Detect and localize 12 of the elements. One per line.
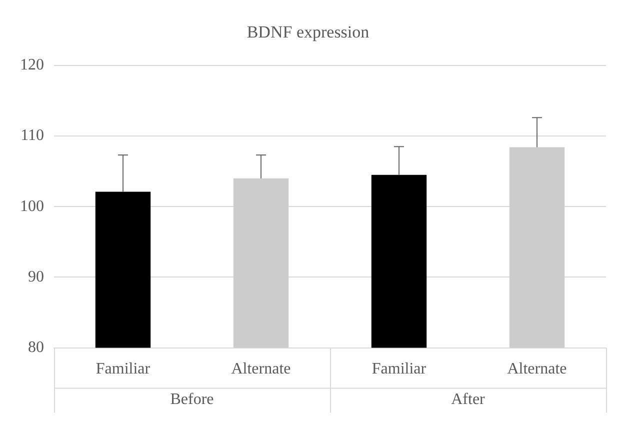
y-tick-label: 110 xyxy=(20,127,44,144)
text: Before xyxy=(170,391,214,408)
x-tick-label: Alternate xyxy=(231,360,291,378)
text: After xyxy=(451,391,486,408)
y-tick-label: 100 xyxy=(20,198,44,215)
chart-title: BDNF expression xyxy=(246,22,370,42)
y-tick-label: 90 xyxy=(28,268,44,286)
x-tick-label: Alternate xyxy=(507,360,567,378)
y-tick-label: 80 xyxy=(28,339,44,356)
y-tick-label: 120 xyxy=(20,56,44,74)
x-tick-label: Familiar xyxy=(96,360,151,378)
x-tick-label: Familiar xyxy=(372,360,427,378)
